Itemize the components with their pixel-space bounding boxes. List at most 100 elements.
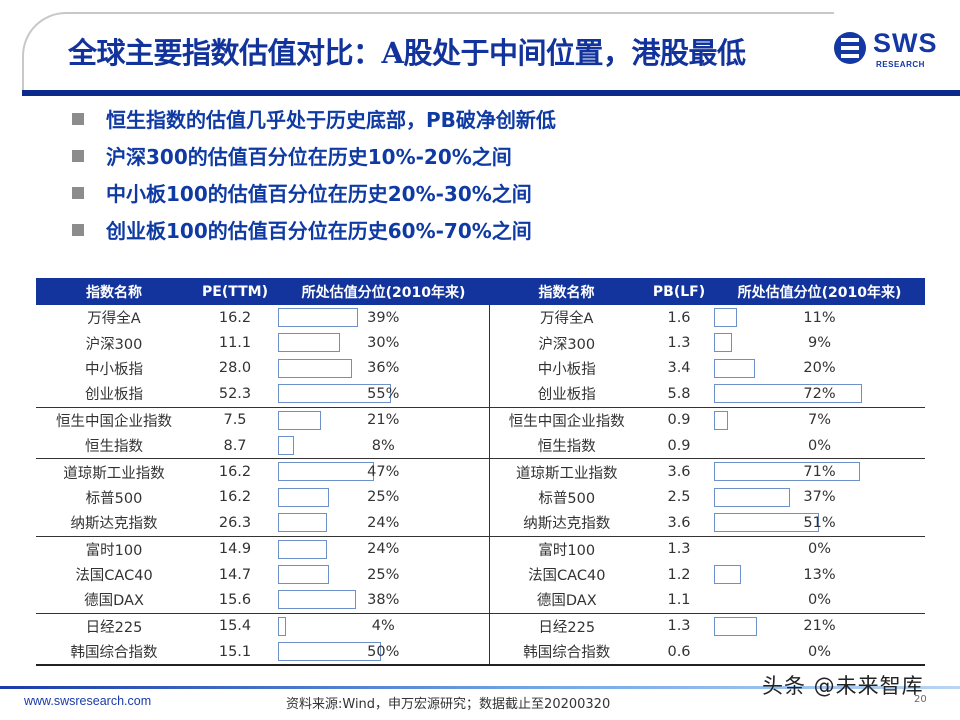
pe-percentile-cell: 38% xyxy=(278,587,490,614)
percentile-label: 21% xyxy=(367,412,400,429)
footer-rule xyxy=(0,686,960,689)
pb-percentile-cell: 21% xyxy=(714,613,925,639)
percentile-label: 30% xyxy=(367,335,400,352)
col-header-pb-percentile: 所处估值分位(2010年来) xyxy=(714,278,925,305)
col-header-name: 指数名称 xyxy=(36,278,192,305)
pb-percentile-cell: 13% xyxy=(714,562,925,587)
table-row: 日经225 15.4 4% 日经225 1.3 21% xyxy=(36,613,925,640)
index-name-2: 德国DAX xyxy=(489,587,644,614)
index-name: 道琼斯工业指数 xyxy=(63,465,165,482)
bullet-list: 恒生指数的估值几乎处于历史底部，PB破净创新低 沪深300的估值百分位在历史10… xyxy=(72,100,556,248)
col-header-pb: PB(LF) xyxy=(644,278,714,305)
header-rule xyxy=(22,90,960,96)
index-name-2: 恒生指数 xyxy=(489,432,644,460)
pe-value: 14.9 xyxy=(218,541,252,558)
pb-value: 0.9 xyxy=(667,412,691,429)
bullet-text: 创业板100的估值百分位在历史60%-70%之间 xyxy=(106,219,532,243)
table-body: 万得全A 16.2 39% 万得全A 1.6 11% 沪深300 11.1 30% 沪深300 1.… xyxy=(36,305,925,667)
bullet-item: 中小板100的估值百分位在历史20%-30%之间 xyxy=(72,174,556,211)
square-bullet-icon xyxy=(72,149,84,162)
percentile-bar xyxy=(714,384,862,404)
index-name: 纳斯达克指数 xyxy=(36,510,192,537)
percentile-label: 20% xyxy=(803,360,836,377)
percentile-label: 0% xyxy=(807,437,831,454)
pe-percentile-cell: 36% xyxy=(278,355,490,382)
bullet-item: 沪深300的估值百分位在历史10%-20%之间 xyxy=(72,137,556,174)
pb-value: 0.6 xyxy=(644,639,714,667)
bullet-item: 创业板100的估值百分位在历史60%-70%之间 xyxy=(72,211,556,248)
pe-percentile-cell: 25% xyxy=(278,484,490,511)
index-name: 标普500 xyxy=(85,490,143,507)
percentile-bar xyxy=(278,333,340,353)
pe-percentile-cell: 24% xyxy=(278,510,490,537)
pb-value: 3.4 xyxy=(667,360,691,377)
percentile-bar xyxy=(714,564,741,584)
percentile-label: 51% xyxy=(803,514,836,531)
bullet-text: 沪深300的估值百分位在历史10%-20%之间 xyxy=(106,145,512,169)
percentile-label: 24% xyxy=(367,514,400,531)
percentile-label: 24% xyxy=(367,541,400,558)
table-row: 恒生中国企业指数 7.5 21% 恒生中国企业指数 0.9 7% xyxy=(36,407,925,433)
index-name: 日经225 xyxy=(85,619,143,636)
index-name: 万得全A xyxy=(87,311,141,328)
index-name: 韩国综合指数 xyxy=(36,639,192,667)
pe-percentile-cell: 4% xyxy=(278,613,490,640)
pb-percentile-cell: 72% xyxy=(714,381,925,408)
index-name-2: 创业板指 xyxy=(489,381,644,408)
percentile-label: 21% xyxy=(803,618,836,635)
index-name-2: 中小板指 xyxy=(537,361,596,378)
table-row: 中小板指 28.0 36% 中小板指 3.4 20% xyxy=(36,355,925,382)
percentile-label: 72% xyxy=(803,385,836,402)
index-name-2: 日经225 xyxy=(538,619,596,636)
pb-percentile-cell: 9% xyxy=(714,330,925,355)
pb-percentile-cell: 7% xyxy=(714,407,925,433)
logo-name: SWS xyxy=(873,28,938,58)
percentile-label: 55% xyxy=(367,385,400,402)
index-name: 恒生中国企业指数 xyxy=(56,413,172,430)
footer-url[interactable]: www.swsresearch.com xyxy=(24,694,152,708)
percentile-bar xyxy=(714,462,860,482)
percentile-bar xyxy=(278,616,286,636)
table-row: 富时100 14.9 24% 富时100 1.3 0% xyxy=(36,536,925,562)
percentile-label: 0% xyxy=(807,591,831,608)
bullet-item: 恒生指数的估值几乎处于历史底部，PB破净创新低 xyxy=(72,100,556,137)
table-row: 万得全A 16.2 39% 万得全A 1.6 11% xyxy=(36,305,925,331)
pe-value: 28.0 xyxy=(218,360,252,377)
valuation-table: 指数名称 PE(TTM) 所处估值分位(2010年来) 指数名称 PB(LF) … xyxy=(36,278,925,667)
percentile-label: 0% xyxy=(807,541,831,558)
pe-percentile-cell: 50% xyxy=(278,639,490,667)
pb-value: 1.2 xyxy=(667,566,691,583)
pb-value: 1.3 xyxy=(667,618,691,635)
pe-percentile-cell: 39% xyxy=(278,305,490,331)
pe-percentile-cell: 25% xyxy=(278,561,490,588)
source-note: 资料来源:Wind，申万宏源研究；数据截止至20200320 xyxy=(286,697,611,712)
pe-value: 16.2 xyxy=(218,464,252,481)
pb-percentile-cell: 71% xyxy=(714,459,925,485)
percentile-label: 7% xyxy=(807,412,831,429)
col-header-pe: PE(TTM) xyxy=(192,278,278,305)
pe-percentile-cell: 47% xyxy=(278,458,490,485)
table-row: 纳斯达克指数 26.3 24% 纳斯达克指数 3.6 51% xyxy=(36,510,925,537)
index-name: 中小板指 xyxy=(85,361,143,378)
percentile-bar xyxy=(278,308,358,327)
percentile-label: 8% xyxy=(371,437,395,454)
percentile-label: 38% xyxy=(367,591,400,608)
pe-percentile-cell: 55% xyxy=(278,381,490,408)
page-number: 20 xyxy=(914,694,927,705)
pb-percentile-cell: 0% xyxy=(714,639,925,667)
percentile-bar xyxy=(278,539,327,559)
pb-percentile-cell: 20% xyxy=(714,356,925,381)
pb-value: 0.9 xyxy=(644,432,714,460)
pb-value: 3.6 xyxy=(644,510,714,537)
pb-percentile-cell: 0% xyxy=(714,432,925,460)
index-name-2: 富时100 xyxy=(538,542,596,559)
bullet-text: 恒生指数的估值几乎处于历史底部，PB破净创新低 xyxy=(106,108,556,132)
pb-percentile-cell: 51% xyxy=(714,510,925,537)
square-bullet-icon xyxy=(72,112,84,125)
pe-percentile-cell: 24% xyxy=(278,536,490,562)
table-row: 德国DAX 15.6 38% 德国DAX 1.1 0% xyxy=(36,587,925,614)
pe-percentile-cell: 8% xyxy=(278,432,490,460)
percentile-bar xyxy=(714,410,728,430)
percentile-bar xyxy=(714,487,790,507)
square-bullet-icon xyxy=(72,223,84,236)
